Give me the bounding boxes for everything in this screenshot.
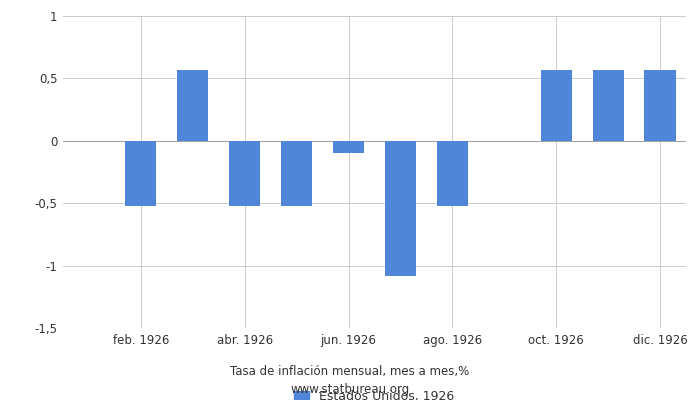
Bar	[177, 70, 209, 141]
Text: Tasa de inflación mensual, mes a mes,%: Tasa de inflación mensual, mes a mes,%	[230, 366, 470, 378]
Bar	[592, 70, 624, 141]
Bar	[385, 141, 416, 276]
Text: www.statbureau.org: www.statbureau.org	[290, 384, 410, 396]
Bar	[437, 141, 468, 206]
Bar	[540, 70, 572, 141]
Bar	[125, 141, 156, 206]
Bar	[229, 141, 260, 206]
Bar	[333, 141, 364, 153]
Bar	[281, 141, 312, 206]
Bar	[645, 70, 676, 141]
Legend: Estados Unidos, 1926: Estados Unidos, 1926	[295, 390, 454, 400]
